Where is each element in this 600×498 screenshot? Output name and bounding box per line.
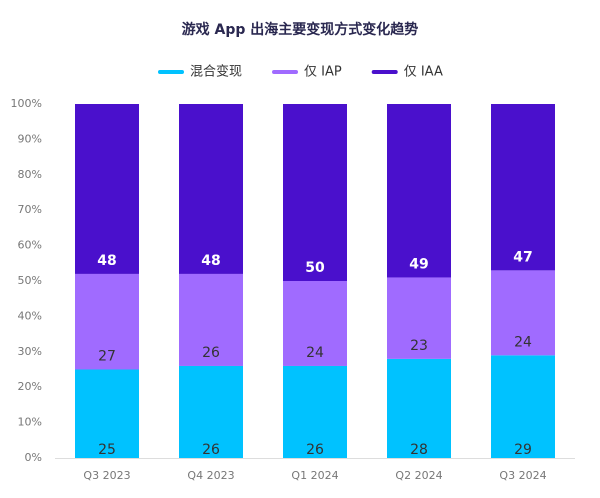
- y-tick-label: 0%: [25, 451, 42, 464]
- x-tick-label: Q1 2024: [291, 469, 338, 482]
- bar-segment: [283, 365, 347, 458]
- bar-segment: [491, 355, 555, 458]
- data-label: 29: [514, 442, 532, 458]
- y-tick-label: 30%: [18, 345, 42, 358]
- data-label: 50: [305, 260, 325, 276]
- data-label: 48: [201, 253, 220, 269]
- bar-segment: [387, 358, 451, 458]
- data-label: 28: [410, 442, 428, 458]
- bar-segment: [75, 273, 139, 370]
- bar-segment: [387, 104, 451, 278]
- data-label: 47: [513, 249, 532, 265]
- x-tick-label: Q3 2024: [499, 469, 546, 482]
- data-label: 23: [410, 338, 428, 354]
- x-tick-label: Q2 2024: [395, 469, 442, 482]
- y-tick-label: 80%: [18, 168, 42, 181]
- y-tick-label: 100%: [11, 97, 42, 110]
- bar-segment: [491, 270, 555, 356]
- data-label: 27: [98, 349, 116, 365]
- data-label: 25: [98, 442, 116, 458]
- bar-segment: [179, 273, 243, 366]
- y-tick-label: 10%: [18, 416, 42, 429]
- data-label: 26: [202, 345, 220, 361]
- y-tick-label: 40%: [18, 309, 42, 322]
- data-label: 24: [514, 334, 532, 350]
- data-label: 48: [97, 253, 116, 269]
- y-tick-label: 90%: [18, 132, 42, 145]
- data-label: 26: [306, 442, 324, 458]
- bar-segment: [283, 104, 347, 281]
- y-tick-label: 50%: [18, 274, 42, 287]
- y-tick-label: 70%: [18, 203, 42, 216]
- x-tick-label: Q3 2023: [83, 469, 130, 482]
- bar-segment: [283, 281, 347, 366]
- x-tick-label: Q4 2023: [187, 469, 234, 482]
- data-label: 49: [409, 256, 428, 272]
- y-tick-label: 20%: [18, 380, 42, 393]
- bar-segment: [179, 365, 243, 458]
- chart-title: 游戏 App 出海主要变现方式变化趋势: [182, 21, 419, 38]
- y-tick-label: 60%: [18, 239, 42, 252]
- bar-segment: [75, 104, 139, 274]
- legend-label: 仅 IAA: [404, 65, 443, 80]
- data-label: 26: [202, 442, 220, 458]
- bar-segment: [179, 104, 243, 274]
- data-label: 24: [306, 345, 324, 361]
- bar-segment: [75, 369, 139, 458]
- bar-segment: [491, 104, 555, 271]
- legend-label: 仅 IAP: [304, 65, 342, 80]
- legend-label: 混合变现: [190, 64, 242, 80]
- bar-segment: [387, 277, 451, 359]
